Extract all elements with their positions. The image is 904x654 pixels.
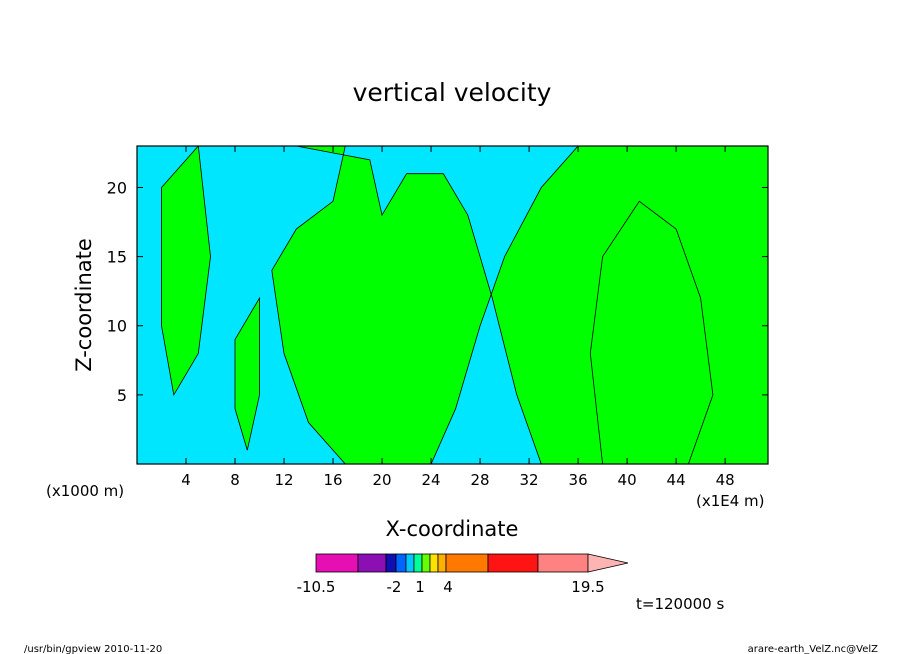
y-tick-label: 15 — [107, 248, 127, 267]
plot-area — [136, 145, 769, 465]
colorbar-segment — [487, 553, 539, 573]
x-unit-left: (x1000 m) — [46, 482, 124, 500]
x-tick-label: 32 — [520, 471, 539, 489]
colorbar-segment — [413, 553, 423, 573]
colorbar-label: 19.5 — [571, 578, 604, 596]
x-tick-label: 40 — [618, 471, 637, 489]
time-label: t=120000 s — [636, 595, 724, 613]
colorbar-segment — [385, 553, 397, 573]
x-axis-label: X-coordinate — [386, 517, 519, 541]
colorbar-segment — [437, 553, 447, 573]
x-tick-label: 48 — [716, 471, 735, 489]
colorbar-segment — [537, 553, 589, 573]
x-tick-label: 20 — [373, 471, 392, 489]
x-tick-label: 8 — [230, 471, 240, 489]
footer-right: arare-earth_VelZ.nc@VelZ — [748, 644, 879, 654]
y-axis-label: Z-coordinate — [72, 238, 96, 372]
x-tick-label: 36 — [569, 471, 588, 489]
field-region-1 — [161, 146, 211, 397]
x-unit-right: (x1E4 m) — [696, 492, 765, 510]
x-tick-label: 4 — [181, 471, 191, 489]
y-tick-label: 20 — [107, 178, 127, 197]
x-tick-label: 44 — [667, 471, 686, 489]
chart-title: vertical velocity — [353, 78, 552, 107]
colorbar-label: 1 — [415, 578, 425, 596]
colorbar-segment — [315, 553, 359, 573]
x-tick-label: 28 — [471, 471, 490, 489]
x-tick-label: 16 — [323, 471, 342, 489]
footer-left: /usr/bin/gpview 2010-11-20 — [24, 644, 162, 654]
colorbar-segment — [405, 553, 415, 573]
x-tick-label: 12 — [274, 471, 293, 489]
colorbar-label: -10.5 — [297, 578, 336, 596]
x-tick-label: 24 — [422, 471, 441, 489]
y-tick-label: 5 — [117, 386, 127, 405]
y-tick-label: 10 — [107, 317, 127, 336]
colorbar-label: 4 — [443, 578, 453, 596]
colorbar-label: -2 — [387, 578, 402, 596]
field-region-0 — [235, 146, 768, 464]
plot-frame — [136, 145, 769, 465]
colorbar-segment — [445, 553, 489, 573]
colorbar-segment — [421, 553, 431, 573]
colorbar-segment — [395, 553, 407, 573]
colorbar-segment — [429, 553, 439, 573]
colorbar — [315, 553, 629, 573]
colorbar-arrow — [587, 553, 629, 573]
colorbar-segment — [357, 553, 387, 573]
field-region-2 — [234, 296, 260, 451]
